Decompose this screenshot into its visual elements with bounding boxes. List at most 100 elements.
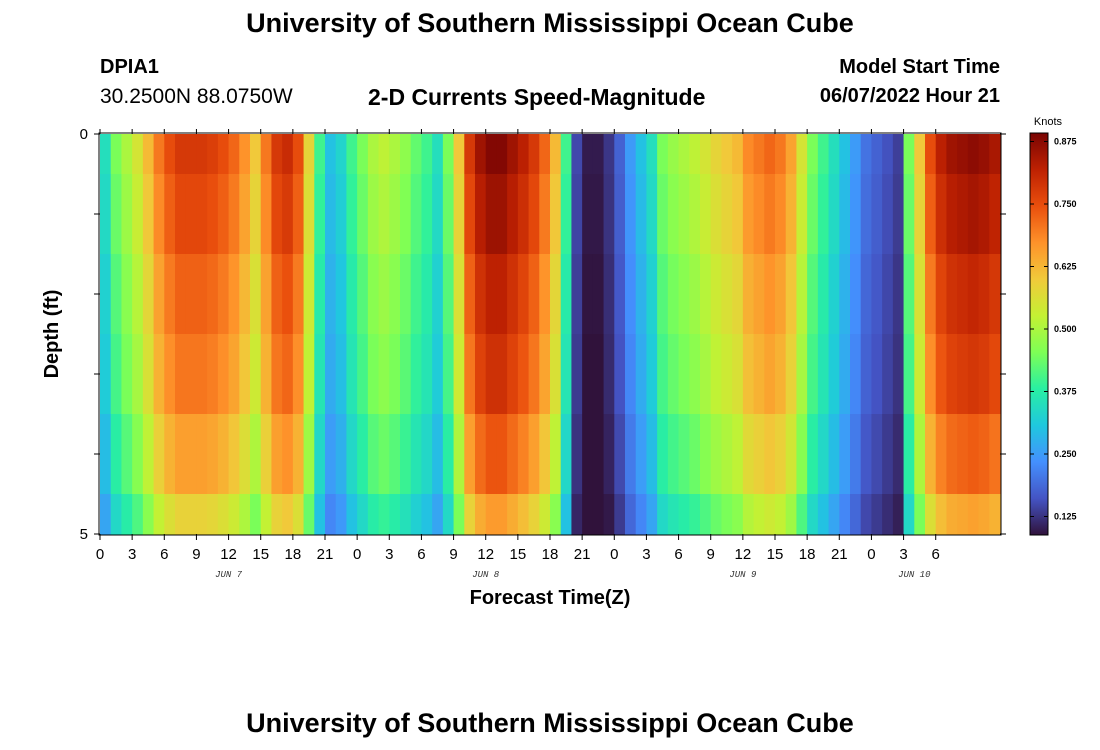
heatmap-cell: [807, 334, 819, 415]
heatmap-cell: [807, 414, 819, 495]
heatmap-cell: [667, 494, 680, 535]
heatmap-cell: [282, 254, 294, 335]
heatmap-cell: [432, 134, 444, 175]
heatmap-cell: [207, 334, 219, 415]
heatmap-cell: [464, 414, 476, 495]
heatmap-cell: [732, 494, 744, 535]
heatmap-cell: [303, 334, 315, 415]
heatmap-cell: [935, 334, 948, 415]
heatmap-cell: [400, 254, 412, 335]
heatmap-cell: [571, 254, 583, 335]
heatmap-cell: [967, 334, 980, 415]
heatmap-cell: [239, 134, 251, 175]
heatmap-cell: [453, 494, 465, 535]
heatmap-cell: [217, 134, 230, 175]
heatmap-cell: [817, 494, 830, 535]
heatmap-cell: [410, 414, 423, 495]
heatmap-cell: [175, 334, 187, 415]
heatmap-cell: [314, 254, 326, 335]
heatmap-cell: [560, 174, 573, 255]
heatmap-cell: [292, 134, 305, 175]
heatmap-cell: [571, 134, 583, 175]
heatmap-cell: [185, 174, 198, 255]
heatmap-cell: [292, 414, 305, 495]
heatmap-cell: [850, 134, 862, 175]
heatmap-cell: [582, 334, 594, 415]
colorbar-title: Knots: [1034, 116, 1063, 128]
heatmap-cell: [839, 334, 851, 415]
heatmap-cell: [871, 494, 883, 535]
heatmap-cell: [475, 134, 487, 175]
heatmap-cell: [539, 174, 551, 255]
heatmap-cell: [721, 334, 733, 415]
heatmap-cell: [817, 134, 830, 175]
heatmap-cell: [764, 134, 776, 175]
heatmap-cell: [571, 494, 583, 535]
heatmap-cell: [442, 334, 455, 415]
heatmap-cell: [196, 414, 208, 495]
heatmap-cell: [378, 334, 390, 415]
heatmap-cell: [753, 414, 765, 495]
heatmap-cell: [850, 494, 862, 535]
heatmap-cell: [196, 254, 208, 335]
heatmap-cell: [657, 494, 669, 535]
heatmap-cell: [796, 174, 808, 255]
heatmap-cell: [582, 254, 594, 335]
heatmap-cell: [335, 254, 348, 335]
heatmap-cell: [217, 414, 230, 495]
heatmap-cell: [389, 174, 401, 255]
x-tick-label: 0: [610, 546, 618, 563]
heatmap-cell: [592, 334, 605, 415]
heatmap-cell: [700, 414, 712, 495]
heatmap-cell: [710, 494, 723, 535]
heatmap-cell: [903, 494, 915, 535]
heatmap-cell: [357, 334, 369, 415]
heatmap-cell: [860, 414, 873, 495]
heatmap-cell: [539, 134, 551, 175]
heatmap-cell: [142, 254, 155, 335]
heatmap-cell: [678, 174, 690, 255]
heatmap-cell: [603, 174, 615, 255]
heatmap-cell: [775, 414, 787, 495]
x-tick-label: 6: [417, 546, 425, 563]
heatmap-cell: [603, 134, 615, 175]
colorbar-tick-label: 0.375: [1054, 387, 1077, 397]
heatmap-cell: [646, 174, 658, 255]
heatmap-cell: [196, 494, 208, 535]
heatmap-cell: [410, 494, 423, 535]
heatmap-cell: [132, 134, 144, 175]
heatmap-cell: [142, 334, 155, 415]
y-axis-title: Depth (ft): [41, 290, 63, 379]
heatmap-cell: [989, 334, 1001, 415]
heatmap-cell: [785, 174, 798, 255]
heatmap-cell: [335, 334, 348, 415]
heatmap-cell: [121, 494, 133, 535]
heatmap-cell: [700, 134, 712, 175]
heatmap-cell: [732, 334, 744, 415]
heatmap-cell: [828, 494, 840, 535]
heatmap-cell: [228, 414, 240, 495]
heatmap-cell: [925, 334, 937, 415]
heatmap-cell: [989, 254, 1001, 335]
heatmap-cell: [292, 494, 305, 535]
heatmap-cell: [357, 134, 369, 175]
colorbar: Knots 0.125 0.250 0.375 0.500 0.625 0.750 0.87…: [1029, 116, 1077, 536]
heatmap-cell: [935, 494, 948, 535]
y-tick-labels: 05: [80, 126, 88, 543]
heatmap-cell: [164, 174, 176, 255]
heatmap-cell: [346, 174, 358, 255]
heatmap-cell: [892, 134, 905, 175]
heatmap-cell: [314, 334, 326, 415]
heatmap-cell: [935, 254, 948, 335]
heatmap-cell: [828, 134, 840, 175]
heatmap-cell: [110, 494, 123, 535]
heatmap-cell: [485, 334, 498, 415]
heatmap-cell: [132, 334, 144, 415]
heatmap-cell: [142, 134, 155, 175]
heatmap-cell: [346, 254, 358, 335]
heatmap-cell: [764, 254, 776, 335]
heatmap-cell: [153, 254, 165, 335]
heatmap-cell: [389, 414, 401, 495]
heatmap-cell: [678, 134, 690, 175]
heatmap-cell: [378, 174, 390, 255]
